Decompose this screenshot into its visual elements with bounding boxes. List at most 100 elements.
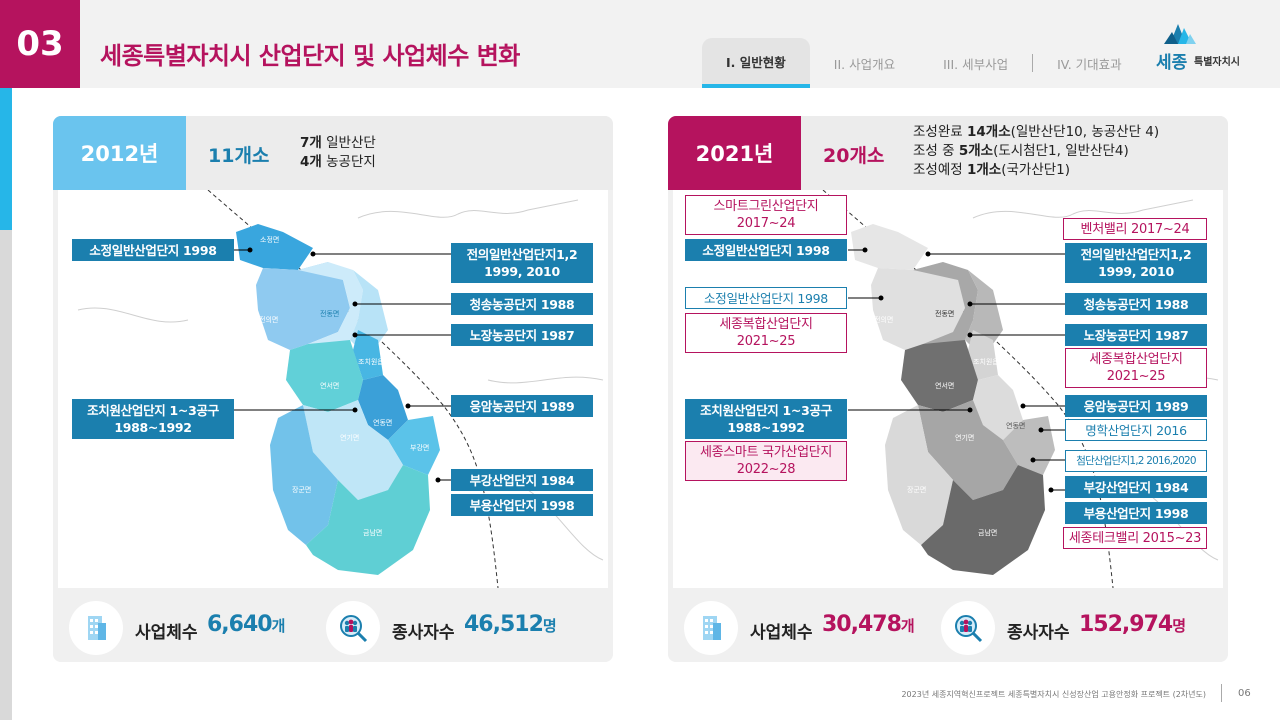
complex-desc-2012: 7개 일반산단 4개 농공단지 bbox=[300, 134, 376, 172]
employee-count-label: 종사자수 bbox=[392, 623, 455, 643]
label-myeonghak-complex: 명학산업단지 2016 bbox=[1065, 419, 1207, 441]
region-label-bugang: 부강면 bbox=[410, 443, 429, 452]
tab-detailed-projects[interactable]: III. 세부사업 bbox=[943, 56, 1009, 72]
footer-separator bbox=[1221, 684, 1222, 702]
card-2012-header: 2012년 11개소 7개 일반산단 4개 농공단지 bbox=[53, 116, 613, 190]
label-nojang-complex-2021: 노장농공단지 1987 bbox=[1065, 324, 1207, 346]
label-sejong-complex-left: 세종복합산업단지 2021~25 bbox=[685, 313, 847, 353]
card-2012: 2012년 11개소 7개 일반산단 4개 농공단지 bbox=[53, 116, 613, 662]
employee-count-label: 종사자수 bbox=[1007, 623, 1070, 643]
left-accent-highlight bbox=[0, 88, 12, 230]
label-jochiwon-complex: 조치원산업단지 1~3공구 1988~1992 bbox=[72, 399, 234, 439]
logo-text-sub: 특별자치시 bbox=[1194, 57, 1240, 68]
business-count-label: 사업체수 bbox=[135, 623, 198, 643]
tab-general-status[interactable]: I. 일반현황 bbox=[702, 38, 810, 88]
label-sojeong-complex-2: 소정일반산업단지 1998 bbox=[685, 287, 847, 309]
left-accent-bar bbox=[0, 88, 12, 720]
logo-text-main: 세종 bbox=[1156, 53, 1188, 73]
region-label-jeonui: 전의면 bbox=[259, 315, 278, 324]
complex-count-2012: 11개소 bbox=[208, 145, 270, 167]
region-jeondong bbox=[298, 262, 363, 350]
desc-line: 조성예정 1개소(국가산단1) bbox=[913, 162, 1071, 178]
svg-text:연서면: 연서면 bbox=[935, 381, 954, 390]
label-cheongsong-complex-2021: 청송농공단지 1988 bbox=[1065, 293, 1207, 315]
region-yeonseo bbox=[286, 340, 363, 412]
label-jeonui-complex: 전의일반산업단지1,2 1999, 2010 bbox=[451, 243, 593, 283]
complex-desc-2021: 조성완료 14개소(일반산단10, 농공산단 4) 조성 중 5개소(도시첨단1… bbox=[913, 123, 1159, 180]
label-cheongsong-complex: 청송농공단지 1988 bbox=[451, 293, 593, 315]
map-2012: 소정면 전의면 전동면 조치원읍 연서면 연동면 연기면 부강면 장군면 금남면 bbox=[58, 190, 608, 588]
svg-text:장군면: 장군면 bbox=[907, 485, 926, 494]
label-smart-national-complex: 세종스마트 국가산업단지 2022~28 bbox=[685, 441, 847, 481]
label-eungam-complex-2021: 응암농공단지 1989 bbox=[1065, 395, 1207, 417]
desc-line: 4개 농공단지 bbox=[300, 154, 376, 170]
region-sojeong bbox=[236, 224, 313, 270]
desc-line: 조성 중 5개소(도시첨단1, 일반산단4) bbox=[913, 143, 1129, 159]
region-jeonui bbox=[256, 262, 350, 350]
business-count-value: 6,640개 bbox=[207, 612, 285, 637]
region-janggun bbox=[270, 405, 338, 545]
region-bugang bbox=[388, 416, 440, 475]
building-icon bbox=[684, 601, 738, 655]
employee-count-value: 46,512명 bbox=[464, 612, 557, 637]
label-jochiwon-complex-2021: 조치원산업단지 1~3공구 1988~1992 bbox=[685, 399, 847, 439]
label-bugang-complex: 부강산업단지 1984 bbox=[451, 469, 593, 491]
card-2021: 2021년 20개소 조성완료 14개소(일반산단10, 농공산단 4) 조성 … bbox=[668, 116, 1228, 662]
svg-text:전동면: 전동면 bbox=[935, 309, 954, 318]
complex-count-2021: 20개소 bbox=[823, 145, 885, 167]
business-count-label: 사업체수 bbox=[750, 623, 813, 643]
desc-line: 7개 일반산단 bbox=[300, 135, 376, 151]
map-2021: 전의면 전동면 조치원읍 연서면 연동면 연기면 장군면 금남면 bbox=[673, 190, 1223, 588]
svg-text:연기면: 연기면 bbox=[955, 433, 974, 442]
footer-text: 2023년 세종지역혁신프로젝트 세종특별자치시 신성장산업 고용안정화 프로젝… bbox=[901, 690, 1206, 699]
region-yeondong bbox=[358, 375, 408, 440]
people-search-icon bbox=[941, 601, 995, 655]
label-sojeong-complex-2021: 소정일반산업단지 1998 bbox=[685, 239, 847, 261]
region-label-jeondong: 전동면 bbox=[320, 309, 339, 318]
page-title: 세종특별자치시 산업단지 및 사업체수 변화 bbox=[100, 42, 520, 70]
svg-text:조치원읍: 조치원읍 bbox=[973, 357, 999, 366]
card-2021-header: 2021년 20개소 조성완료 14개소(일반산단10, 농공산단 4) 조성 … bbox=[668, 116, 1228, 190]
stats-2021: 사업체수 30,478개 종사자수 152,974명 bbox=[668, 588, 1228, 662]
tab-project-overview[interactable]: II. 사업개요 bbox=[833, 56, 896, 72]
tab-expected-effects[interactable]: IV. 기대효과 bbox=[1057, 56, 1122, 72]
label-sojeong-complex: 소정일반산업단지 1998 bbox=[72, 239, 234, 261]
business-count-value: 30,478개 bbox=[822, 612, 915, 637]
label-bugang-complex-2021: 부강산업단지 1984 bbox=[1065, 476, 1207, 498]
section-number: 03 bbox=[0, 0, 80, 88]
region-label-janggun: 장군면 bbox=[292, 485, 311, 494]
region-label-yeondong: 연동면 bbox=[373, 418, 392, 427]
year-badge-2021: 2021년 bbox=[668, 116, 801, 190]
region-label-yeongi: 연기면 bbox=[340, 433, 359, 442]
svg-text:연동면: 연동면 bbox=[1006, 421, 1025, 430]
svg-text:전의면: 전의면 bbox=[874, 315, 893, 324]
nav-tabs: I. 일반현황 II. 사업개요 III. 세부사업 IV. 기대효과 bbox=[702, 38, 1146, 88]
label-jeonui-complex-2021: 전의일반산업단지1,2 1999, 2010 bbox=[1065, 243, 1207, 283]
top-bar bbox=[0, 0, 1280, 88]
sejong-map-2021: 전의면 전동면 조치원읍 연서면 연동면 연기면 장군면 금남면 bbox=[822, 190, 1219, 588]
stats-2012: 사업체수 6,640개 종사자수 46,512명 bbox=[53, 588, 613, 662]
tab-separator bbox=[1032, 54, 1034, 72]
year-badge-2012: 2012년 bbox=[53, 116, 186, 190]
people-search-icon bbox=[326, 601, 380, 655]
region-geumnam bbox=[306, 465, 430, 575]
region-yeongi bbox=[303, 400, 403, 500]
label-eungam-complex: 응암농공단지 1989 bbox=[451, 395, 593, 417]
label-buyong-complex-2021: 부용산업단지 1998 bbox=[1065, 502, 1207, 524]
sejong-logo: 세종 특별자치시 bbox=[1150, 18, 1250, 76]
desc-line: 조성완료 14개소(일반산단10, 농공산단 4) bbox=[913, 124, 1160, 140]
label-buyong-complex: 부용산업단지 1998 bbox=[451, 494, 593, 516]
building-icon bbox=[69, 601, 123, 655]
label-nojang-complex: 노장농공단지 1987 bbox=[451, 324, 593, 346]
employee-count-value: 152,974명 bbox=[1079, 612, 1186, 637]
sejong-logo-icon bbox=[1164, 24, 1196, 44]
label-sejong-complex-right: 세종복합산업단지 2021~25 bbox=[1065, 348, 1207, 388]
label-cheomdan-complex: 첨단산업단지1,2 2016,2020 bbox=[1065, 450, 1207, 472]
label-techvalley: 세종테크밸리 2015~23 bbox=[1063, 527, 1207, 549]
region-label-geumnam: 금남면 bbox=[363, 528, 382, 537]
svg-text:금남면: 금남면 bbox=[978, 528, 997, 537]
region-label-jochiwon: 조치원읍 bbox=[358, 357, 384, 366]
region-label-sojeong: 소정면 bbox=[260, 235, 279, 244]
region-jochiwon bbox=[353, 330, 383, 380]
